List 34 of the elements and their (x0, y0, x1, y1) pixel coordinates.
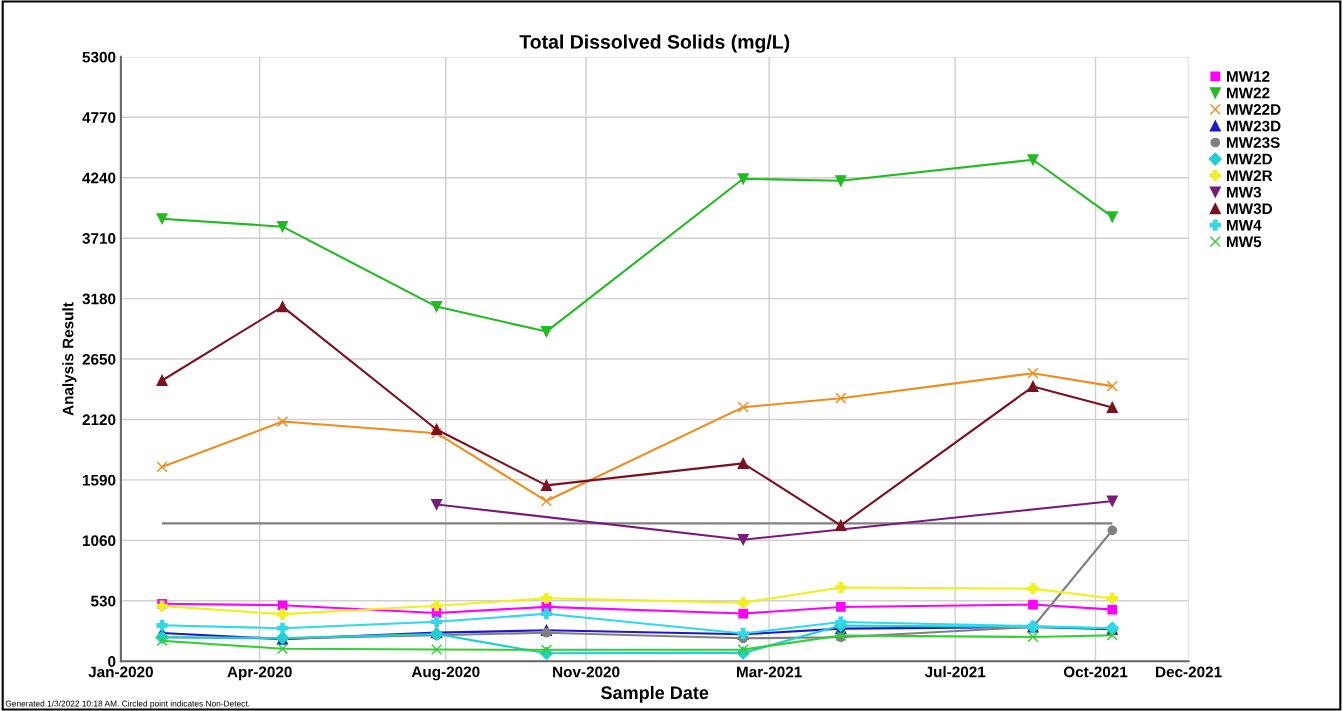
x-tick-label: Apr-2020 (227, 666, 292, 681)
x-tick-label: Nov-2020 (553, 666, 620, 678)
legend-label: MW23D (1227, 120, 1281, 132)
x-tick-label: Jul-2021 (924, 666, 986, 678)
legend-label: MW12 (1227, 71, 1270, 82)
chart-title: Total Dissolved Solids (mg/L) (519, 34, 790, 53)
legend-label: MW4 (1227, 219, 1262, 231)
y-tick-label: 2120 (82, 414, 116, 426)
x-tick-label: Jan-2020 (88, 666, 153, 678)
x-tick-label: Oct-2021 (1063, 666, 1128, 678)
y-tick-label: 3180 (82, 293, 116, 305)
legend-label: MW23S (1227, 137, 1280, 149)
y-tick-label: 1060 (82, 535, 116, 547)
y-tick-label: 0 (108, 656, 116, 667)
legend-label: MW5 (1227, 236, 1262, 248)
legend-label: MW22 (1227, 87, 1270, 99)
text: Generated 1/3/2022 10:18 AM. Circled point indicates Non-Detect. (5, 700, 250, 709)
y-tick-label: 2650 (82, 353, 116, 365)
y-tick-label: 3710 (82, 233, 116, 244)
y-tick-label: 4240 (82, 172, 116, 184)
legend-label: MW2R (1227, 170, 1273, 181)
legend-label: MW22D (1227, 104, 1281, 115)
x-tick-label: Mar-2021 (737, 666, 802, 678)
x-axis-title: Sample Date (601, 685, 709, 703)
y-tick-label: 530 (90, 595, 116, 607)
y-tick-label: 5300 (82, 51, 116, 63)
y-axis-title: Analysis Result (62, 302, 77, 416)
y-tick-label: 1590 (82, 474, 116, 486)
x-tick-label: Aug-2020 (411, 666, 480, 681)
legend-label: MW3 (1227, 186, 1262, 198)
x-tick-label: Dec-2021 (1156, 666, 1222, 678)
y-tick-label: 4770 (82, 112, 116, 123)
legend-label: MW2D (1227, 153, 1273, 165)
legend-label: MW3D (1227, 203, 1273, 215)
